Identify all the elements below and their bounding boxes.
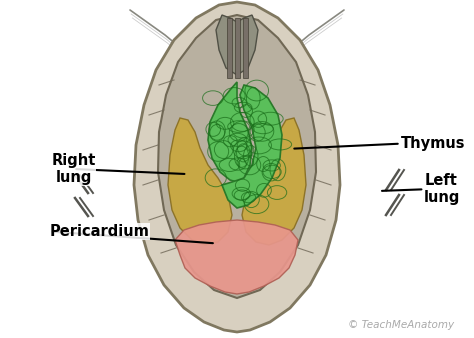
- Polygon shape: [242, 118, 306, 245]
- Polygon shape: [134, 2, 340, 332]
- Bar: [235, 18, 240, 78]
- Text: Right
lung: Right lung: [51, 153, 96, 185]
- Polygon shape: [208, 82, 252, 182]
- Polygon shape: [216, 15, 258, 75]
- Text: © TeachMeAnatomy: © TeachMeAnatomy: [348, 320, 454, 330]
- Polygon shape: [222, 85, 282, 208]
- Text: Thymus: Thymus: [401, 136, 465, 151]
- Polygon shape: [168, 118, 232, 245]
- Text: Pericardium: Pericardium: [50, 224, 150, 239]
- Bar: [243, 18, 248, 78]
- Text: Left
lung: Left lung: [424, 173, 461, 206]
- Polygon shape: [175, 220, 298, 294]
- Polygon shape: [158, 15, 316, 298]
- Bar: [227, 18, 232, 78]
